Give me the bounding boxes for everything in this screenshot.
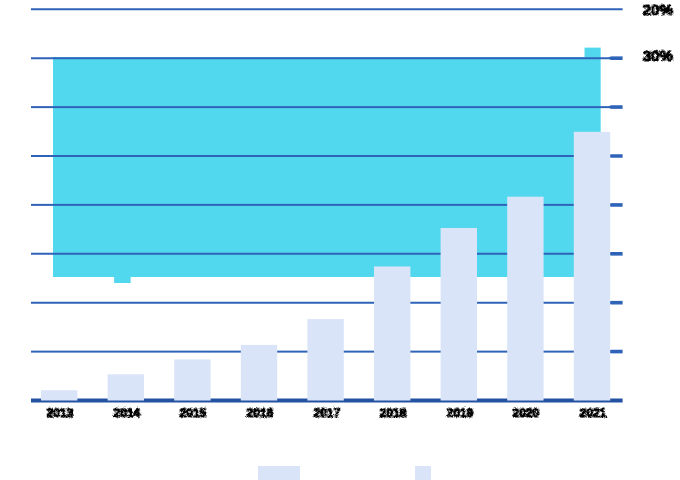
svg-text:2016: 2016: [246, 405, 273, 419]
svg-text:2018: 2018: [379, 405, 406, 419]
svg-text:2017: 2017: [313, 405, 340, 419]
svg-text:2013: 2013: [46, 405, 73, 419]
svg-text:2014: 2014: [113, 405, 140, 419]
svg-text:2020: 2020: [512, 405, 539, 419]
svg-text:2015: 2015: [179, 405, 206, 419]
svg-text:20%: 20%: [642, 1, 672, 18]
svg-text:2019: 2019: [446, 405, 473, 419]
svg-text:30%: 30%: [642, 47, 672, 64]
svg-text:2021: 2021: [579, 405, 606, 419]
